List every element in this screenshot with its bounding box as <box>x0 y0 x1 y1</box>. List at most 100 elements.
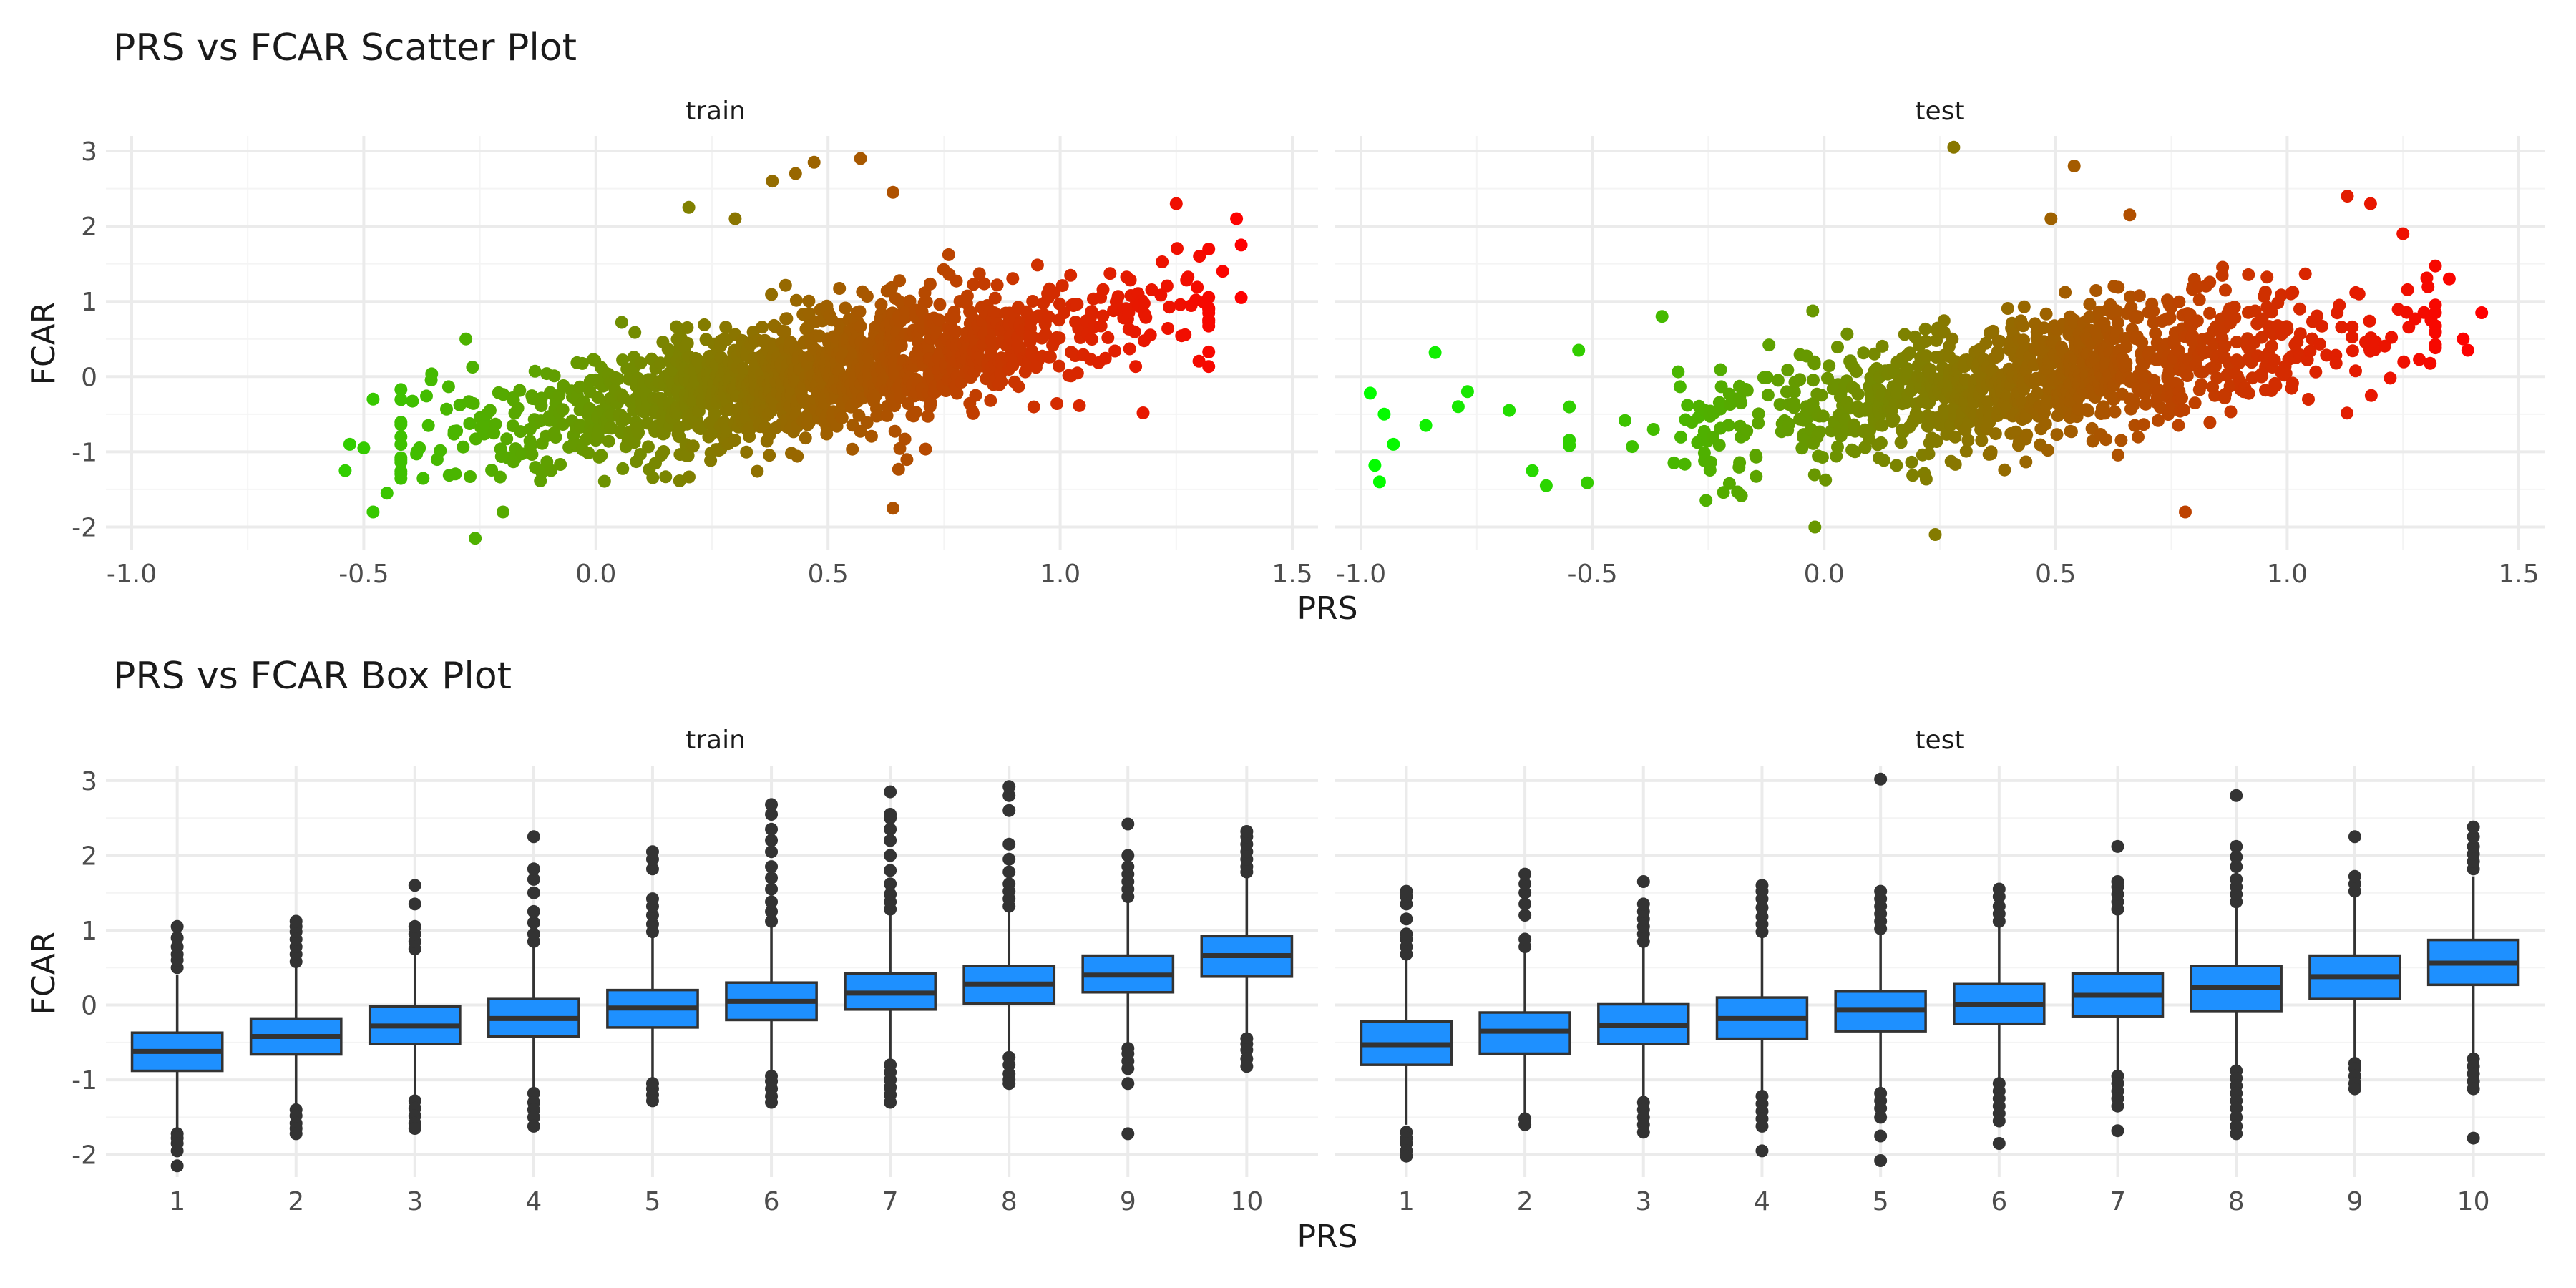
box-train-x-tick-label: 1 <box>169 1187 185 1216</box>
box-panel-train: -2 -1 0 1 2 3 1 2 3 4 5 6 7 8 9 10 <box>72 766 1318 1216</box>
scatter-train-points <box>338 152 1248 545</box>
scatter-train-point <box>1027 400 1040 414</box>
box-train-outlier <box>408 879 421 892</box>
box-test-x-tick-label: 10 <box>2457 1187 2490 1216</box>
scatter-train-point <box>894 339 908 353</box>
scatter-test-point <box>1989 427 2002 441</box>
scatter-test-point <box>2346 344 2359 358</box>
scatter-test-point <box>2397 355 2411 369</box>
scatter-test-x-tick-label: -1.0 <box>1336 560 1386 589</box>
box-train-outlier <box>1240 1043 1254 1057</box>
scatter-test-point <box>2017 300 2031 313</box>
box-test-outlier <box>2467 830 2480 844</box>
scatter-test-point <box>1451 400 1465 414</box>
box-test-x-tick-label: 5 <box>1873 1187 1889 1216</box>
scatter-train-point <box>1018 365 1032 379</box>
box-test-box-7 <box>2071 839 2165 1138</box>
scatter-train-point <box>919 442 932 456</box>
scatter-test-point <box>2279 366 2293 380</box>
box-test-outlier <box>1755 879 1769 892</box>
box-train-outlier <box>1002 877 1016 891</box>
scatter-test-point <box>2352 287 2366 301</box>
scatter-train-point <box>1101 331 1115 344</box>
box-train-outlier <box>527 862 540 876</box>
scatter-train-point <box>483 404 497 417</box>
scatter-train-point <box>583 401 596 415</box>
box-plot-title: PRS vs FCAR Box Plot <box>113 655 512 698</box>
scatter-train-point <box>615 316 628 329</box>
scatter-test-point <box>2461 343 2474 357</box>
box-test-outlier <box>2230 1101 2243 1115</box>
scatter-train-point <box>1030 258 1044 272</box>
box-train-y-tick-label: 2 <box>81 841 97 871</box>
scatter-test-point <box>2315 319 2328 333</box>
scatter-train-point <box>909 406 922 419</box>
scatter-test-point <box>1961 434 1975 447</box>
scatter-test-point <box>2203 416 2217 429</box>
scatter-train-point <box>549 431 562 444</box>
scatter-train-point <box>597 474 611 488</box>
scatter-train-point <box>779 325 792 338</box>
scatter-test-x-tick-label: 1.5 <box>2498 560 2539 589</box>
scatter-train-point <box>967 278 980 291</box>
box-test-outlier <box>1636 875 1650 888</box>
box-train-outlier <box>884 785 897 799</box>
box-train-x-tick-label: 5 <box>645 1187 661 1216</box>
scatter-test-point <box>1750 450 1763 464</box>
scatter-train-point <box>960 289 974 303</box>
box-train-x-tick-label: 8 <box>1001 1187 1018 1216</box>
box-test-x-tick-label: 8 <box>2228 1187 2245 1216</box>
scatter-test-point <box>2109 304 2123 318</box>
scatter-test-point <box>2224 405 2238 419</box>
scatter-train-point <box>467 396 480 410</box>
scatter-test-point <box>2242 268 2255 281</box>
box-test-outlier <box>1874 1111 1888 1124</box>
scatter-train-point <box>802 294 816 308</box>
box-test-outlier <box>1874 1101 1888 1115</box>
scatter-test-point <box>1793 373 1807 386</box>
scatter-train-point <box>1128 325 1141 338</box>
scatter-train-point <box>1139 311 1153 324</box>
scatter-test-point <box>2108 405 2122 419</box>
scatter-test-point <box>1993 334 2006 348</box>
scatter-test-point <box>2172 419 2185 432</box>
scatter-test-point <box>2303 344 2317 358</box>
scatter-train-point <box>854 152 867 165</box>
box-train-outlier <box>645 862 659 876</box>
scatter-train-point <box>494 470 507 484</box>
box-train-box-5 <box>606 845 699 1108</box>
box-train-outlier <box>1240 1060 1254 1073</box>
box-test-outlier <box>1755 1144 1769 1158</box>
scatter-train-point <box>924 396 937 410</box>
box-train-outlier <box>1240 825 1254 838</box>
scatter-test-point <box>2152 414 2165 427</box>
scatter-train-point <box>1169 197 1183 210</box>
scatter-test-point <box>2286 286 2300 299</box>
scatter-test-point <box>1740 424 1754 438</box>
scatter-test-point <box>2067 160 2081 172</box>
scatter-test-point <box>1714 363 1727 376</box>
scatter-train-point <box>357 441 371 455</box>
box-train-outlier <box>765 904 779 918</box>
box-test-outlier <box>1755 910 1769 924</box>
scatter-test-point <box>1874 436 1888 449</box>
scatter-test-point <box>2039 307 2053 321</box>
scatter-train-point <box>489 417 502 431</box>
scatter-test-point <box>1722 477 1736 490</box>
box-test-outlier <box>1755 901 1769 914</box>
scatter-train-point <box>919 296 933 308</box>
box-train-box-7 <box>844 785 937 1109</box>
scatter-train-point <box>500 432 514 446</box>
scatter-train-point <box>967 406 980 420</box>
scatter-test-point <box>2203 306 2217 320</box>
scatter-train-point <box>995 375 1008 389</box>
scatter-train-point <box>1202 291 1216 304</box>
scatter-test-point <box>1781 364 1795 377</box>
scatter-test-point <box>2242 386 2255 400</box>
scatter-train-point <box>632 426 645 439</box>
scatter-test-point <box>1848 445 1862 459</box>
scatter-train-point <box>511 401 525 415</box>
box-train-x-tick-label: 4 <box>525 1187 542 1216</box>
scatter-test-point <box>2123 208 2137 222</box>
scatter-train-point <box>880 409 894 422</box>
